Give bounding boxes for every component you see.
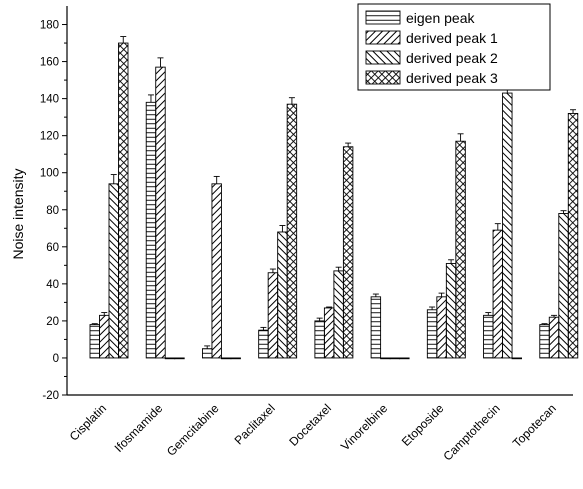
y-tick-label: 160 <box>40 57 59 69</box>
bar <box>230 357 241 360</box>
bar <box>483 314 494 359</box>
bar <box>220 357 232 360</box>
bar <box>118 42 129 359</box>
bar <box>277 231 288 359</box>
y-axis-title: Noise intensity <box>10 168 26 259</box>
bar <box>426 309 438 359</box>
legend-label: derived peak 1 <box>406 30 498 46</box>
category-label: Gemcitabine <box>164 401 222 459</box>
bar <box>211 183 222 359</box>
bar <box>342 146 354 359</box>
bar <box>286 103 298 359</box>
legend-swatch <box>365 70 401 85</box>
y-tick-label: 60 <box>46 242 59 254</box>
bar <box>492 229 504 359</box>
y-tick-label: 120 <box>40 131 59 143</box>
y-tick-label: 140 <box>40 94 59 106</box>
y-tick-label: 0 <box>53 353 59 365</box>
bar <box>399 357 410 360</box>
bar <box>258 329 269 359</box>
legend: eigen peak derived peak 1 derived peak 2 de… <box>357 3 551 91</box>
bar <box>201 348 213 359</box>
y-tick-label: 100 <box>40 168 59 180</box>
bar <box>558 213 569 359</box>
bar <box>389 357 401 360</box>
bar <box>314 320 325 359</box>
bar <box>445 263 457 359</box>
bar <box>323 307 335 359</box>
bar <box>99 314 110 359</box>
bar <box>145 101 157 359</box>
category-label: Paclitaxel <box>232 401 278 447</box>
legend-swatch <box>365 50 401 65</box>
category-label: Docetaxel <box>286 401 334 449</box>
legend-swatch <box>365 30 401 45</box>
category-label: Ifosmamide <box>112 401 166 455</box>
legend-swatch <box>365 10 401 25</box>
bar <box>333 270 344 359</box>
bar <box>380 357 391 360</box>
bar <box>155 66 166 359</box>
bar <box>511 357 523 360</box>
y-tick-label: 80 <box>46 205 59 217</box>
y-tick-label: 180 <box>40 20 59 32</box>
bar <box>502 92 513 359</box>
bar <box>548 316 560 359</box>
category-label: Vinorelbine <box>338 401 390 453</box>
legend-label: eigen peak <box>406 10 476 26</box>
bar <box>108 183 119 359</box>
bar <box>455 140 466 359</box>
bar <box>164 357 176 360</box>
bar <box>174 357 185 360</box>
y-tick-label: -20 <box>42 390 59 402</box>
bar <box>436 296 447 359</box>
bar <box>89 324 100 359</box>
bar <box>267 272 279 359</box>
y-tick-label: 20 <box>46 316 59 328</box>
bar <box>539 324 550 359</box>
legend-label: derived peak 3 <box>406 70 498 86</box>
category-label: Camptothecin <box>440 401 502 463</box>
bar <box>370 296 382 359</box>
category-label: Topotecan <box>510 401 559 450</box>
category-label: Etoposide <box>399 401 447 449</box>
category-label: Cisplatin <box>67 401 109 443</box>
bar <box>567 112 579 359</box>
y-tick-label: 40 <box>46 279 59 291</box>
legend-label: derived peak 2 <box>406 50 498 66</box>
